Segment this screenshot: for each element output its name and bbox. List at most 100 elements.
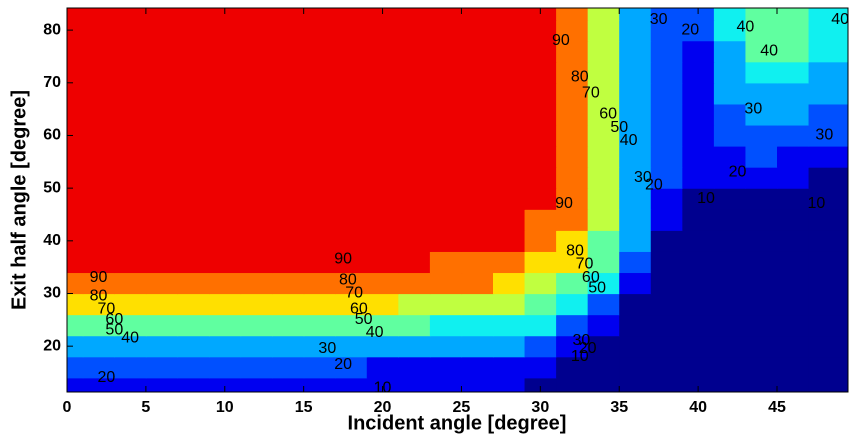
cell <box>461 19 494 42</box>
cell <box>713 272 747 295</box>
cell <box>808 103 848 126</box>
cell <box>429 19 463 42</box>
cell <box>619 335 652 358</box>
cell <box>745 272 778 295</box>
cell <box>808 335 848 358</box>
cell <box>556 272 589 295</box>
cell <box>82 209 115 231</box>
cell <box>619 188 652 210</box>
cell <box>209 8 242 21</box>
cell <box>713 314 747 337</box>
contour-label: 40 <box>737 19 755 36</box>
cell <box>682 146 715 168</box>
cell <box>493 8 526 21</box>
cell <box>366 230 399 252</box>
cell <box>619 8 652 21</box>
cell <box>650 251 683 274</box>
cell <box>145 356 179 379</box>
cell <box>335 19 368 42</box>
cell <box>82 82 115 105</box>
cell <box>366 251 399 274</box>
cell <box>82 103 115 126</box>
cell <box>461 356 494 379</box>
cell <box>650 146 683 168</box>
cell <box>650 103 683 126</box>
cell <box>177 19 210 42</box>
cell <box>682 356 715 379</box>
contour-label: 40 <box>760 42 778 59</box>
contour-label: 40 <box>121 329 139 346</box>
contour-label: 90 <box>334 250 352 267</box>
cell <box>713 167 747 189</box>
cell <box>398 356 431 379</box>
cell <box>272 124 305 147</box>
contour-label: 10 <box>571 348 589 365</box>
contour-label: 70 <box>345 285 363 302</box>
cell <box>619 61 652 84</box>
cell <box>713 103 747 126</box>
cell <box>272 61 305 84</box>
cell <box>272 251 305 274</box>
cell <box>145 61 179 84</box>
cell <box>808 293 848 316</box>
contour-label: 30 <box>815 127 833 144</box>
cell <box>777 230 810 252</box>
cell <box>587 377 620 392</box>
y-tick-label: 50 <box>43 179 61 196</box>
cell <box>82 167 115 189</box>
cell <box>808 146 848 168</box>
cell <box>745 251 778 274</box>
cell <box>67 8 84 21</box>
cell <box>493 377 526 392</box>
cell <box>587 8 620 21</box>
y-tick-label: 70 <box>43 74 61 91</box>
cell <box>429 146 463 168</box>
cell <box>67 146 84 168</box>
cell <box>177 167 210 189</box>
cell <box>682 61 715 84</box>
cell <box>524 356 557 379</box>
cell <box>398 230 431 252</box>
cell <box>587 188 620 210</box>
cell <box>713 356 747 379</box>
cell <box>366 356 399 379</box>
cell <box>177 82 210 105</box>
contour-label: 10 <box>697 190 715 207</box>
cell <box>745 167 778 189</box>
cell <box>461 8 494 21</box>
cell <box>177 188 210 210</box>
cell <box>145 251 179 274</box>
cell <box>682 82 715 105</box>
cell <box>366 314 399 337</box>
cell <box>493 356 526 379</box>
cell <box>524 103 557 126</box>
cell <box>145 209 179 231</box>
cell <box>587 230 620 252</box>
contour-label: 30 <box>318 340 336 357</box>
cell <box>145 230 179 252</box>
cell <box>177 209 210 231</box>
cell <box>587 251 620 274</box>
cell <box>209 124 242 147</box>
contour-label: 90 <box>555 195 573 212</box>
cell <box>587 209 620 231</box>
cell <box>366 167 399 189</box>
cell <box>808 61 848 84</box>
cell <box>808 167 848 189</box>
contour-label: 60 <box>582 269 600 286</box>
contour-label: 60 <box>105 311 123 328</box>
cell <box>240 188 273 210</box>
cell <box>619 19 652 42</box>
cell <box>366 82 399 105</box>
cell <box>82 314 115 337</box>
contour-label: 80 <box>571 69 589 86</box>
cell <box>587 40 620 63</box>
cell <box>272 209 305 231</box>
cell <box>114 146 147 168</box>
cell <box>398 61 431 84</box>
y-tick-label: 60 <box>43 127 61 144</box>
cell <box>303 356 336 379</box>
cell <box>745 19 778 42</box>
cell <box>82 377 115 392</box>
cell <box>429 40 463 63</box>
